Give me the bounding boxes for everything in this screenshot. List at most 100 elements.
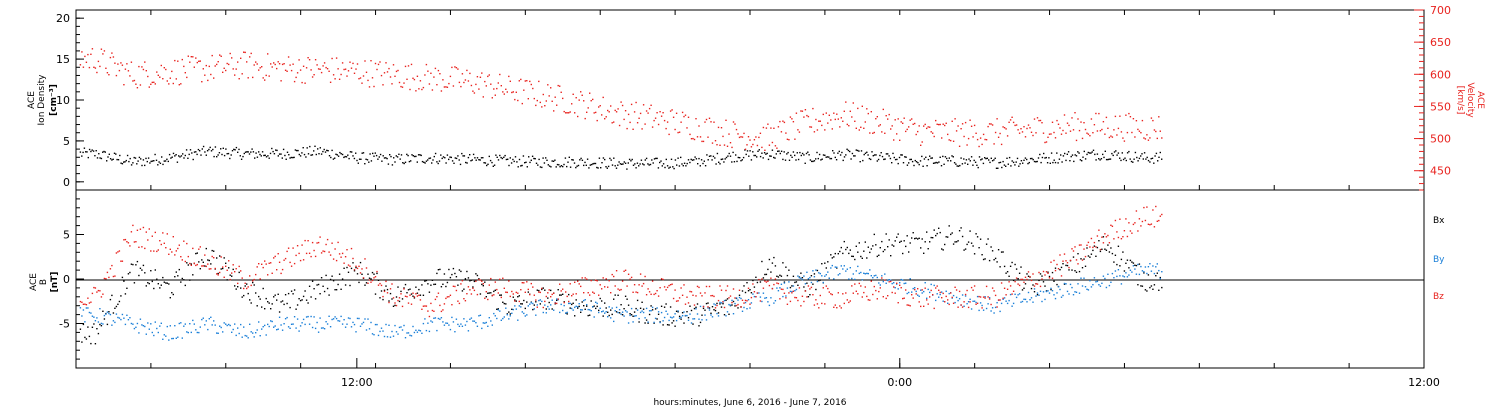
bz-point <box>714 307 717 309</box>
bx-point <box>964 248 967 250</box>
velocity-point <box>662 112 664 114</box>
by-point <box>629 314 631 317</box>
bz-point <box>1111 225 1114 227</box>
bx-point <box>990 246 992 248</box>
velocity-point <box>278 63 281 65</box>
velocity-point <box>141 66 143 68</box>
velocity-point <box>1065 132 1067 134</box>
density-point <box>571 159 573 161</box>
velocity-point <box>839 126 841 128</box>
bz-point <box>174 254 176 256</box>
velocity-point <box>172 82 174 85</box>
bz-point <box>208 268 210 270</box>
bx-point <box>457 284 459 286</box>
by-point <box>821 275 823 277</box>
bz-point <box>536 306 538 308</box>
by-point <box>813 276 816 278</box>
density-point <box>606 167 608 169</box>
velocity-point <box>822 113 824 116</box>
bx-point <box>602 315 604 317</box>
velocity-point <box>975 132 977 134</box>
density-point <box>796 152 798 154</box>
density-point <box>1121 152 1123 154</box>
bx-point <box>1138 263 1141 265</box>
density-point <box>182 153 184 155</box>
density-point <box>383 157 386 159</box>
bx-point <box>394 304 396 307</box>
density-point <box>986 157 988 159</box>
by-point <box>210 316 212 318</box>
bx-point <box>734 305 736 307</box>
bz-point <box>653 293 655 296</box>
by-point <box>180 322 182 324</box>
bx-point <box>752 279 754 282</box>
bz-point <box>627 273 630 275</box>
by-point <box>455 318 458 320</box>
bx-point <box>136 260 139 263</box>
by-point <box>732 313 735 315</box>
density-point <box>677 157 679 159</box>
by-point <box>1105 286 1108 289</box>
bz-point <box>446 296 449 298</box>
bx-point <box>290 290 293 292</box>
density-point <box>771 149 774 151</box>
density-point <box>918 163 920 166</box>
density-point <box>1077 151 1079 153</box>
density-point <box>835 159 838 161</box>
velocity-point <box>666 121 669 123</box>
bz-point <box>431 309 434 312</box>
density-point <box>829 157 831 160</box>
bx-point <box>794 281 796 284</box>
velocity-point <box>1140 132 1142 134</box>
by-point <box>647 321 649 323</box>
by-point <box>1078 292 1081 294</box>
bx-point <box>497 308 499 310</box>
velocity-point <box>996 118 998 120</box>
bx-point <box>181 277 183 280</box>
bz-point <box>392 297 395 299</box>
density-point <box>547 164 549 166</box>
bx-point <box>875 244 877 246</box>
density-point <box>864 152 867 154</box>
bz-point <box>472 287 474 289</box>
bx-point <box>584 308 586 310</box>
bx-point <box>1053 280 1055 282</box>
density-point <box>113 152 116 154</box>
density-point <box>681 163 683 165</box>
bz-point <box>331 242 333 244</box>
density-point <box>239 155 241 157</box>
by-point <box>610 317 612 319</box>
density-point <box>807 151 809 153</box>
bz-point <box>286 250 288 253</box>
bx-point <box>292 293 294 295</box>
velocity-point <box>967 137 970 140</box>
by-point <box>728 303 730 306</box>
bz-point <box>186 242 188 245</box>
bz-point <box>716 304 718 307</box>
by-point <box>985 307 988 310</box>
bz-point <box>858 282 860 285</box>
velocity-point <box>559 85 561 87</box>
by-point <box>936 293 938 295</box>
density-point <box>919 160 922 162</box>
velocity-point <box>473 92 476 94</box>
velocity-point <box>130 61 133 63</box>
bz-point <box>607 286 609 288</box>
density-point <box>406 153 408 156</box>
bz-point <box>674 289 676 291</box>
density-point <box>106 160 108 162</box>
by-point <box>1131 271 1133 273</box>
velocity-point <box>281 63 284 66</box>
by-point <box>935 299 937 302</box>
by-point <box>1140 265 1142 268</box>
velocity-point <box>305 67 308 69</box>
by-point <box>126 314 128 316</box>
bx-point <box>319 293 321 295</box>
bz-point <box>1152 209 1154 211</box>
density-point <box>393 157 395 159</box>
by-point <box>515 308 517 310</box>
velocity-point <box>273 62 275 64</box>
velocity-point <box>755 136 757 138</box>
by-point <box>88 311 91 314</box>
bx-point <box>692 323 694 325</box>
